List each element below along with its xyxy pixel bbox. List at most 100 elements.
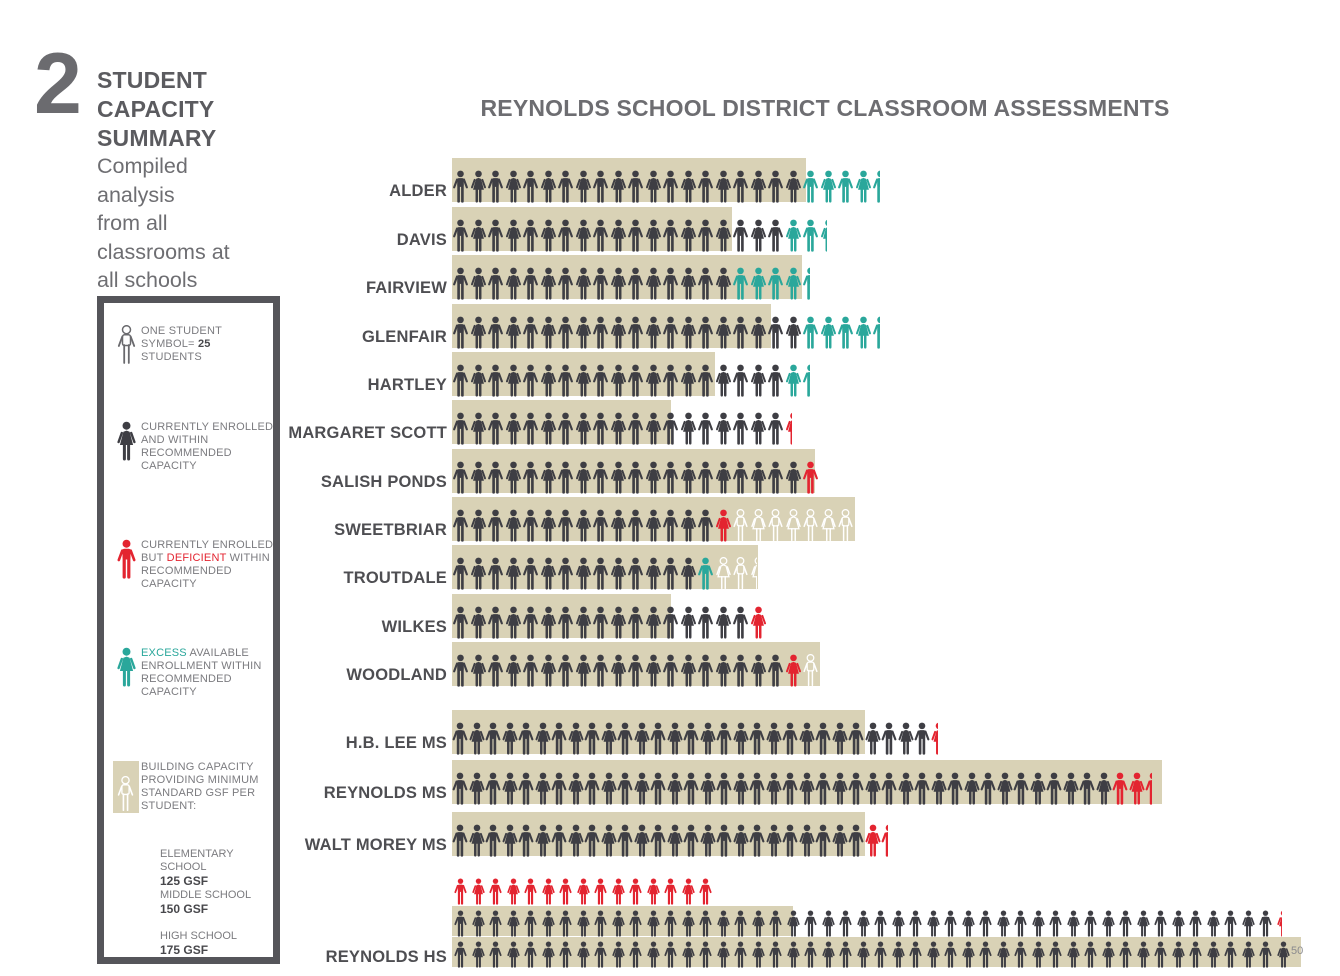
legend-item-enrolled-deficient: CURRENTLY ENROLLED BUT DEFICIENT WITHIN … [111, 539, 283, 591]
student-enrolled-icon [518, 722, 535, 755]
student-enrolled-icon [662, 910, 680, 937]
student-enrolled-icon [820, 910, 838, 937]
student-enrolled-icon [505, 170, 523, 203]
student-enrolled-icon [897, 722, 915, 755]
student-enrolled-icon [468, 722, 486, 755]
student-enrolled-icon [610, 316, 628, 349]
student-enrolled-icon [592, 412, 610, 445]
student-enrolled-icon [995, 910, 1013, 937]
student-enrolled-icon [831, 824, 849, 857]
student-enrolled-icon [715, 941, 733, 968]
legend-item-one-student: ONE STUDENT SYMBOL= 25 STUDENTS [111, 325, 231, 365]
student-enrolled-icon [732, 824, 750, 857]
student-enrolled-icon [470, 461, 488, 494]
student-enrolled-icon [715, 170, 733, 203]
student-enrolled-icon [767, 941, 785, 968]
student-enrolled-icon [452, 412, 470, 445]
student-enrolled-icon [848, 824, 865, 857]
student-enrolled-icon [575, 316, 593, 349]
student-enrolled-icon [470, 557, 488, 590]
student-enrolled-icon [627, 557, 645, 590]
student-enrolled-icon [750, 910, 768, 937]
student-enrolled-icon [575, 219, 593, 252]
student-enrolled-icon [522, 267, 540, 300]
student-enrolled-icon [567, 824, 585, 857]
student-enrolled-icon [551, 824, 568, 857]
student-excess-icon [820, 170, 838, 203]
student-excess-icon-partial [872, 170, 880, 203]
student-deficient-icon [680, 878, 698, 905]
student-enrolled-icon [501, 824, 519, 857]
student-enrolled-icon [767, 654, 785, 687]
student-enrolled-icon [666, 722, 684, 755]
student-excess-icon [855, 316, 873, 349]
student-enrolled-icon [505, 606, 523, 639]
student-enrolled-icon [785, 941, 803, 968]
student-enrolled-icon [820, 941, 838, 968]
student-excess-icon [697, 557, 715, 590]
student-enrolled-icon [522, 606, 540, 639]
student-enrolled-icon [617, 824, 634, 857]
student-enrolled-icon [666, 772, 684, 805]
student-enrolled-icon [697, 412, 715, 445]
student-enrolled-icon [452, 654, 470, 687]
student-enrolled-icon [610, 654, 628, 687]
student-enrolled-icon [551, 722, 568, 755]
student-enrolled-icon [890, 910, 908, 937]
student-enrolled-icon [831, 722, 849, 755]
student-enrolled-icon [627, 267, 645, 300]
student-enrolled-icon [610, 910, 628, 937]
student-enrolled-icon [925, 941, 943, 968]
student-enrolled-icon [767, 316, 785, 349]
student-enrolled-icon [699, 824, 717, 857]
student-enrolled-icon [980, 772, 997, 805]
student-enrolled-icon [1012, 941, 1030, 968]
student-enrolled-icon [699, 772, 717, 805]
student-enrolled-icon [627, 910, 645, 937]
student-enrolled-icon [1013, 772, 1030, 805]
student-enrolled-icon [662, 364, 680, 397]
student-enrolled-icon [662, 654, 680, 687]
legend-item-text: EXCESS AVAILABLE ENROLLMENT WITHIN RECOM… [141, 647, 262, 698]
student-enrolled-icon [715, 910, 733, 937]
student-enrolled-icon [666, 824, 684, 857]
student-enrolled-icon [897, 772, 915, 805]
student-icon-row [452, 824, 889, 857]
student-enrolled-icon [1047, 941, 1065, 968]
student-enrolled-icon [452, 772, 469, 805]
student-enrolled-icon [627, 509, 645, 542]
student-enrolled-icon [662, 509, 680, 542]
section-number: 2 [34, 36, 82, 132]
student-enrolled-icon [557, 910, 575, 937]
student-enrolled-icon [610, 219, 628, 252]
student-enrolled-icon [487, 941, 505, 968]
student-enrolled-icon [627, 170, 645, 203]
student-enrolled-icon [522, 509, 540, 542]
student-enrolled-icon [699, 722, 717, 755]
student-enrolled-icon [645, 941, 663, 968]
student-enrolled-icon [610, 412, 628, 445]
student-enrolled-icon [522, 654, 540, 687]
student-enrolled-icon [470, 267, 488, 300]
student-enrolled-icon [617, 772, 634, 805]
student-enrolled-icon [662, 941, 680, 968]
student-enrolled-icon [518, 824, 535, 857]
student-enrolled-icon [470, 606, 488, 639]
student-deficient-icon [750, 606, 768, 639]
student-enrolled-icon [837, 941, 855, 968]
student-enrolled-icon [872, 910, 890, 937]
student-capacity-icon [750, 509, 768, 542]
student-enrolled-icon [680, 557, 698, 590]
student-enrolled-icon [715, 606, 733, 639]
student-enrolled-icon [715, 219, 733, 252]
student-enrolled-icon [633, 772, 651, 805]
student-enrolled-icon [750, 412, 768, 445]
student-enrolled-icon [750, 364, 768, 397]
student-enrolled-icon [680, 219, 698, 252]
student-enrolled-icon [907, 941, 925, 968]
student-enrolled-icon [697, 461, 715, 494]
student-deficient-icon [627, 878, 645, 905]
student-enrolled-icon [540, 412, 558, 445]
student-deficient-icon-partial [1275, 910, 1283, 937]
